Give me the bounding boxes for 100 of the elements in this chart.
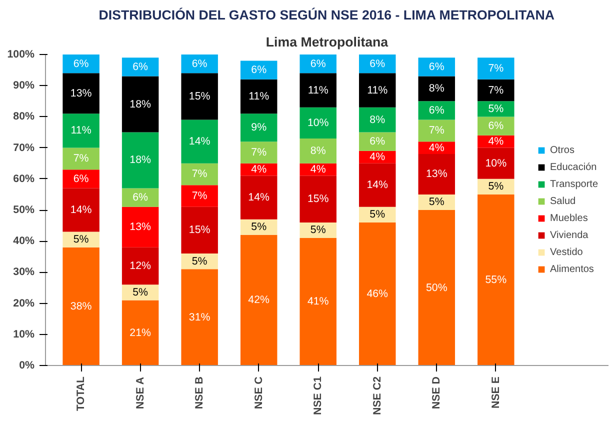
chart-title: DISTRIBUCIÓN DEL GASTO SEGÚN NSE 2016 - LIMA METROPOLITANA (98, 8, 555, 22)
data-label: 6% (192, 58, 208, 70)
data-label: 7% (192, 168, 208, 180)
bar (240, 60, 278, 80)
bar (478, 148, 514, 179)
bar (122, 300, 159, 366)
bar (478, 194, 514, 366)
bar (418, 101, 456, 120)
bar (62, 148, 100, 170)
data-label: 50% (426, 282, 448, 294)
data-label: 6% (428, 60, 445, 73)
bar (122, 58, 159, 76)
bar (240, 142, 278, 164)
data-label: 7% (192, 190, 208, 202)
bar (62, 170, 100, 188)
bar (181, 120, 218, 164)
data-label: 6% (132, 192, 149, 204)
bar (62, 54, 100, 74)
data-label: 6% (251, 64, 268, 76)
bar (300, 54, 336, 74)
data-label: 14% (188, 136, 211, 148)
x-tick-label: NSE D (430, 376, 443, 410)
data-label: 18% (130, 98, 152, 110)
bar (240, 79, 278, 114)
bar (478, 116, 514, 136)
bar (300, 73, 336, 108)
data-label: 7% (73, 152, 90, 165)
legend-label: Alimentos (550, 264, 594, 274)
data-label: 7% (488, 62, 504, 74)
data-label: 5% (488, 102, 504, 115)
bar (300, 107, 336, 138)
x-tick-label: TOTAL (75, 376, 88, 412)
bar (359, 163, 396, 207)
y-tick-label: 0% (19, 360, 36, 372)
data-label: 5% (251, 221, 268, 234)
bar (418, 210, 456, 366)
bar (300, 238, 336, 366)
data-label: 11% (248, 90, 270, 102)
data-label: 11% (308, 84, 329, 96)
bar (300, 176, 336, 222)
bar (62, 247, 100, 366)
y-tick-label: 100% (7, 48, 36, 60)
data-label: 5% (73, 234, 90, 246)
data-label: 8% (428, 82, 445, 95)
data-label: 15% (188, 90, 211, 102)
bar (418, 154, 456, 194)
data-label: 13% (130, 221, 152, 234)
data-label: 6% (73, 172, 90, 185)
bar (181, 163, 218, 186)
data-label: 55% (485, 274, 508, 286)
data-label: 4% (310, 164, 326, 176)
y-tick-label: 80% (13, 110, 36, 123)
data-label: 8% (310, 144, 326, 157)
data-label: 5% (370, 208, 386, 221)
data-label: 6% (73, 58, 90, 70)
data-label: 8% (370, 114, 386, 126)
bar (240, 176, 278, 220)
legend-label: Muebles (550, 212, 588, 224)
y-tick-label: 90% (13, 80, 36, 92)
data-label: 7% (251, 146, 268, 158)
data-label: 5% (192, 255, 208, 268)
legend-label: Transporte (550, 178, 598, 190)
y-tick-label: 10% (13, 328, 36, 340)
data-label: 6% (370, 58, 386, 70)
legend-label: Salud (550, 196, 576, 206)
data-label: 10% (307, 116, 330, 129)
x-tick-label: NSE C1 (312, 376, 324, 415)
bar (181, 54, 218, 74)
data-label: 41% (307, 296, 330, 308)
data-label: 10% (485, 157, 508, 170)
bar (240, 234, 278, 366)
bar (122, 132, 159, 188)
bar (62, 188, 100, 232)
legend-label: Vivienda (550, 230, 588, 240)
chart-subtitle: Lima Metropolitana (266, 34, 389, 50)
bar (359, 107, 396, 132)
legend-label: Otros (550, 144, 574, 156)
bar (478, 79, 514, 102)
data-label: 42% (248, 294, 270, 306)
data-label: 7% (488, 84, 504, 96)
bar (181, 73, 218, 120)
bar (359, 222, 396, 366)
data-label: 38% (70, 300, 92, 312)
data-label: 12% (130, 260, 152, 272)
y-tick-label: 40% (13, 235, 36, 248)
data-label: 13% (426, 168, 448, 180)
data-label: 11% (367, 84, 388, 96)
x-tick-label: NSE A (134, 376, 146, 410)
y-tick-label: 60% (13, 172, 36, 185)
data-label: 31% (188, 311, 211, 324)
data-label: 5% (132, 286, 149, 298)
bar (122, 76, 159, 132)
bar (62, 114, 100, 148)
data-label: 9% (251, 122, 268, 134)
data-label: 6% (132, 60, 149, 73)
x-tick-label: NSE C2 (371, 376, 384, 415)
data-label: 5% (428, 196, 445, 208)
data-label: 46% (366, 288, 389, 300)
data-label: 14% (70, 204, 92, 216)
bar (418, 120, 456, 142)
